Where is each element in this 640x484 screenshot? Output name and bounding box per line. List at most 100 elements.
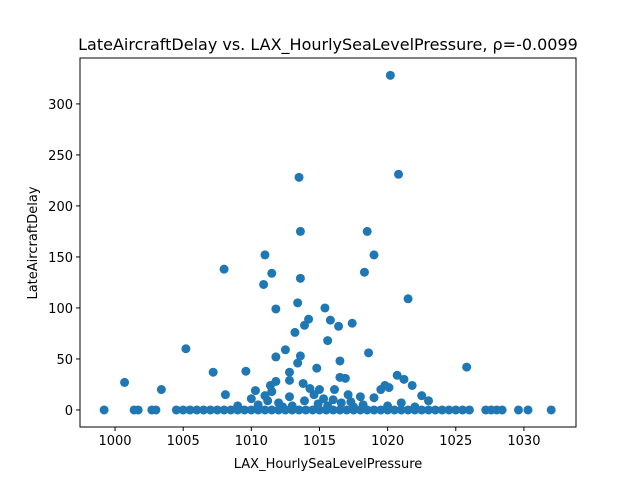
- point: [462, 362, 472, 372]
- point: [290, 327, 300, 337]
- point: [301, 405, 311, 415]
- x-tick-label: 1030: [507, 434, 540, 449]
- point: [384, 383, 394, 393]
- point: [295, 273, 305, 283]
- point: [293, 298, 303, 308]
- point: [349, 405, 359, 415]
- point: [430, 405, 440, 415]
- point: [219, 405, 229, 415]
- point: [205, 405, 215, 415]
- point: [267, 268, 277, 278]
- x-tick-label: 1005: [167, 434, 200, 449]
- y-tick-label: 300: [48, 98, 73, 113]
- point: [355, 392, 365, 402]
- y-tick-label: 250: [48, 149, 73, 164]
- point: [335, 405, 345, 415]
- point: [267, 405, 277, 415]
- point: [156, 385, 166, 395]
- point: [321, 405, 331, 415]
- point: [314, 405, 324, 415]
- point: [444, 405, 454, 415]
- point: [219, 264, 229, 274]
- point: [523, 405, 533, 415]
- point: [295, 226, 305, 236]
- point: [178, 405, 188, 415]
- point: [271, 352, 281, 362]
- x-tick-label: 1010: [235, 434, 268, 449]
- point: [424, 405, 434, 415]
- point: [181, 344, 191, 354]
- point: [325, 315, 335, 325]
- point: [389, 405, 399, 415]
- point: [328, 405, 338, 415]
- point: [362, 405, 372, 415]
- y-tick-label: 200: [48, 200, 73, 215]
- x-axis-label: LAX_HourlySeaLevelPressure: [234, 457, 423, 472]
- point: [267, 387, 277, 397]
- point: [212, 405, 222, 415]
- point: [246, 405, 256, 415]
- point: [383, 405, 393, 415]
- point: [99, 405, 109, 415]
- y-tick-label: 0: [65, 404, 73, 419]
- point: [403, 405, 413, 415]
- point: [376, 385, 386, 395]
- point: [342, 405, 352, 415]
- point: [295, 351, 305, 361]
- point: [464, 405, 474, 415]
- plot-frame: [79, 57, 577, 428]
- point: [403, 294, 413, 304]
- point: [424, 396, 434, 406]
- point: [220, 390, 230, 400]
- point: [241, 366, 251, 376]
- point: [192, 405, 202, 415]
- chart-title: LateAircraftDelay vs. LAX_HourlySeaLevel…: [78, 35, 578, 55]
- point: [329, 385, 339, 395]
- point: [309, 390, 319, 400]
- point: [263, 396, 273, 406]
- point: [336, 398, 346, 408]
- point: [417, 405, 427, 415]
- point: [274, 405, 284, 415]
- point: [347, 318, 357, 328]
- point: [253, 405, 263, 415]
- point: [284, 392, 294, 402]
- y-tick-label: 100: [48, 302, 73, 317]
- point: [394, 169, 404, 179]
- point: [199, 405, 209, 415]
- y-tick-label: 150: [48, 251, 73, 266]
- point: [355, 405, 365, 415]
- point: [369, 393, 379, 403]
- point: [458, 405, 468, 415]
- point: [513, 405, 523, 415]
- point: [497, 405, 507, 415]
- point: [451, 405, 461, 415]
- y-tick-label: 50: [56, 353, 73, 368]
- point: [259, 279, 269, 289]
- point: [260, 405, 270, 415]
- point: [312, 363, 322, 373]
- point: [185, 405, 195, 415]
- x-tick-label: 1025: [439, 434, 472, 449]
- point: [392, 370, 402, 380]
- point: [546, 405, 556, 415]
- point: [284, 375, 294, 385]
- point: [280, 405, 290, 415]
- y-axis-label: LateAircraftDelay: [26, 186, 41, 299]
- point: [335, 356, 345, 366]
- point: [340, 373, 350, 383]
- point: [323, 336, 333, 346]
- point: [299, 320, 309, 330]
- point: [308, 405, 318, 415]
- point: [226, 405, 236, 415]
- point: [120, 377, 130, 387]
- point: [133, 405, 143, 415]
- point: [293, 358, 303, 368]
- point: [240, 405, 250, 415]
- point: [410, 405, 420, 415]
- x-tick-label: 1000: [98, 434, 131, 449]
- point: [151, 405, 161, 415]
- point: [294, 172, 304, 182]
- x-tick-label: 1015: [303, 434, 336, 449]
